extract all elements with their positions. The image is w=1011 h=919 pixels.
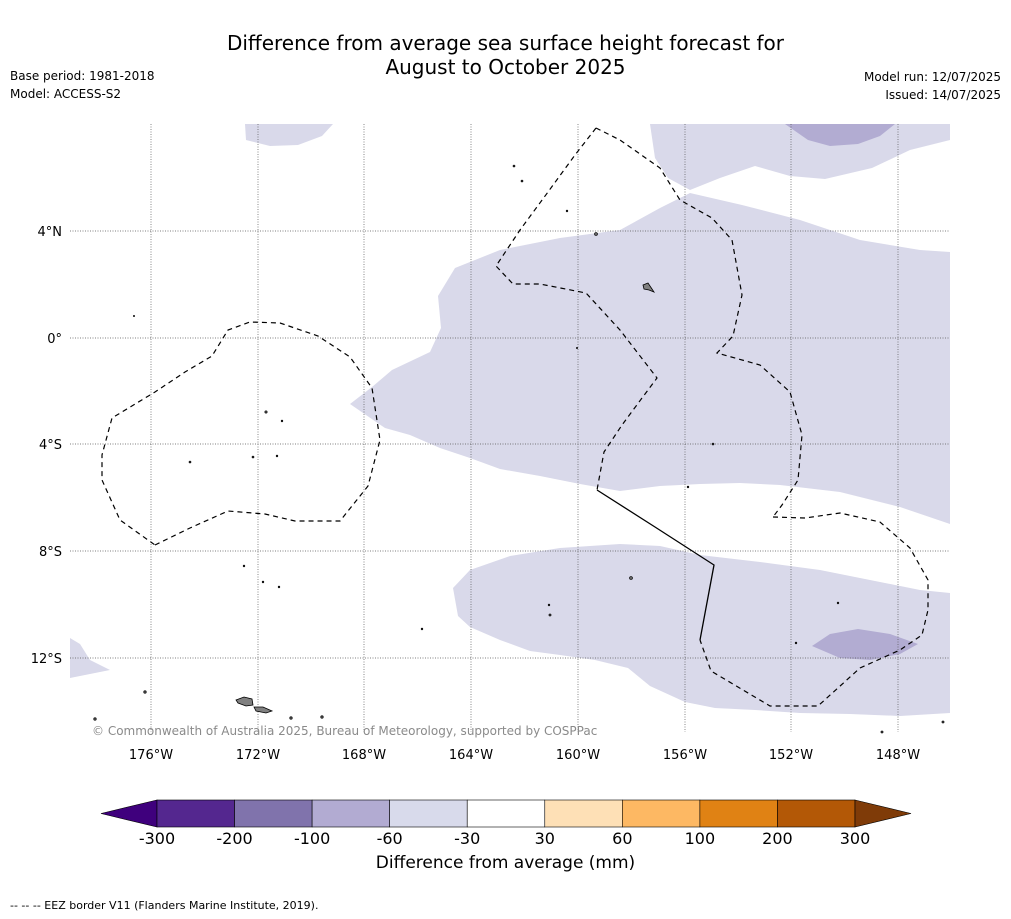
island-m (547, 603, 551, 607)
island-c (520, 179, 524, 183)
map-panel (70, 124, 950, 734)
colorbar-tick-label: 30 (535, 829, 555, 848)
anomaly-region-mid-south (812, 629, 918, 660)
anomaly-region-central-band (350, 193, 950, 524)
lat-label-12s: 12°S (31, 652, 62, 667)
lon-label-172w: 172°W (236, 748, 280, 763)
colorbar-tick-label: 200 (762, 829, 793, 848)
anomaly-region-far-left (70, 638, 110, 678)
colorbar-segment (234, 799, 313, 828)
eez-border-kiribati-line (495, 127, 658, 491)
island-n (548, 613, 552, 617)
island-ab (880, 730, 884, 734)
copyright-notice: © Commonwealth of Australia 2025, Bureau… (92, 724, 598, 738)
island-a (594, 232, 598, 236)
colorbar-segment (777, 799, 856, 828)
colorbar-segment (389, 799, 468, 828)
lat-label-0: 0° (47, 332, 62, 347)
lon-label-168w: 168°W (342, 748, 386, 763)
meta-right: Model run: 12/07/2025 Issued: 14/07/2025 (864, 68, 1001, 104)
colorbar-extend-high (854, 799, 912, 828)
lon-label-156w: 156°W (663, 748, 707, 763)
anomaly-region-mid-top (785, 124, 895, 146)
title-line-1: Difference from average sea surface heig… (226, 31, 785, 55)
eez-footnote: -- -- -- EEZ border V11 (Flanders Marine… (10, 899, 319, 912)
lon-label-152w: 152°W (769, 748, 813, 763)
island-j (711, 442, 715, 446)
lon-label-164w: 164°W (449, 748, 493, 763)
anomaly-regions-mid (785, 124, 918, 660)
colorbar-tick-label: -30 (454, 829, 480, 848)
eez-border-cook-north (699, 512, 929, 707)
colorbar-extend-low (100, 799, 158, 828)
lon-label-148w: 148°W (876, 748, 920, 763)
island-v (289, 716, 293, 720)
colorbar-tick-label: -300 (139, 829, 175, 848)
lat-label-4s: 4°S (39, 438, 62, 453)
colorbar-segment (544, 799, 623, 828)
island-aa (941, 720, 945, 724)
chart-title: Difference from average sea surface heig… (0, 31, 1011, 79)
colorbar-segment (156, 799, 235, 828)
colorbar-segment (466, 799, 546, 828)
colorbar-tick-label: 100 (685, 829, 716, 848)
colorbar-segment (311, 799, 390, 828)
colorbar: -300 -200 -100 -60 -30 30 60 100 200 300 (100, 799, 912, 848)
issued-text: Issued: 14/07/2025 (885, 88, 1001, 102)
model-run-text: Model run: 12/07/2025 (863, 70, 1001, 84)
island-k (686, 485, 690, 489)
island-d (565, 209, 569, 213)
lon-axis-labels: 176°W 172°W 168°W 164°W 160°W 156°W 152°… (129, 748, 920, 763)
island-x (794, 641, 798, 645)
map-gridlines (70, 124, 950, 732)
island-w (320, 715, 324, 719)
island-kiritimati (642, 282, 656, 293)
lat-axis-labels: 4°N 0° 4°S 8°S 12°S (31, 225, 62, 667)
island-z (576, 346, 579, 349)
anomaly-region-top-right (650, 124, 950, 190)
lon-label-176w: 176°W (129, 748, 173, 763)
colorbar-segment (699, 799, 778, 828)
colorbar-tick-label: -60 (377, 829, 403, 848)
lon-label-160w: 160°W (556, 748, 600, 763)
island-e (264, 410, 268, 414)
colorbar-tick-label: 60 (612, 829, 632, 848)
eez-border-solid-segment (596, 489, 715, 641)
anomaly-region-top-left (245, 124, 333, 146)
island-i (275, 454, 279, 458)
eez-border-tokelau (101, 321, 381, 546)
island-y (132, 314, 135, 317)
island-s (420, 627, 424, 631)
colorbar-segment (622, 799, 701, 828)
title-line-2: August to October 2025 (385, 55, 626, 79)
lat-label-4n: 4°N (38, 225, 63, 240)
colorbar-label: Difference from average (mm) (375, 853, 636, 873)
meta-left: Base period: 1981-2018 Model: ACCESS-S2 (10, 67, 155, 103)
island-q (261, 580, 265, 584)
island-samoa-west (235, 696, 254, 707)
colorbar-tick-label: 300 (840, 829, 871, 848)
island-p (242, 564, 246, 568)
island-samoa-east (253, 706, 274, 714)
island-u (93, 717, 97, 721)
island-l (629, 576, 633, 580)
island-t (143, 690, 147, 694)
base-period-text: Base period: 1981-2018 (10, 69, 155, 83)
islands (93, 164, 945, 734)
island-f (280, 419, 284, 423)
colorbar-tick-label: -200 (216, 829, 252, 848)
colorbar-tick-label: -100 (294, 829, 330, 848)
island-r (277, 585, 281, 589)
island-h (251, 455, 255, 459)
island-g (188, 460, 192, 464)
eez-borders (101, 127, 929, 707)
eez-border-east-loop (595, 127, 803, 518)
model-text: Model: ACCESS-S2 (10, 87, 122, 101)
island-b (512, 164, 516, 168)
island-o (836, 601, 840, 605)
lat-label-8s: 8°S (39, 545, 62, 560)
